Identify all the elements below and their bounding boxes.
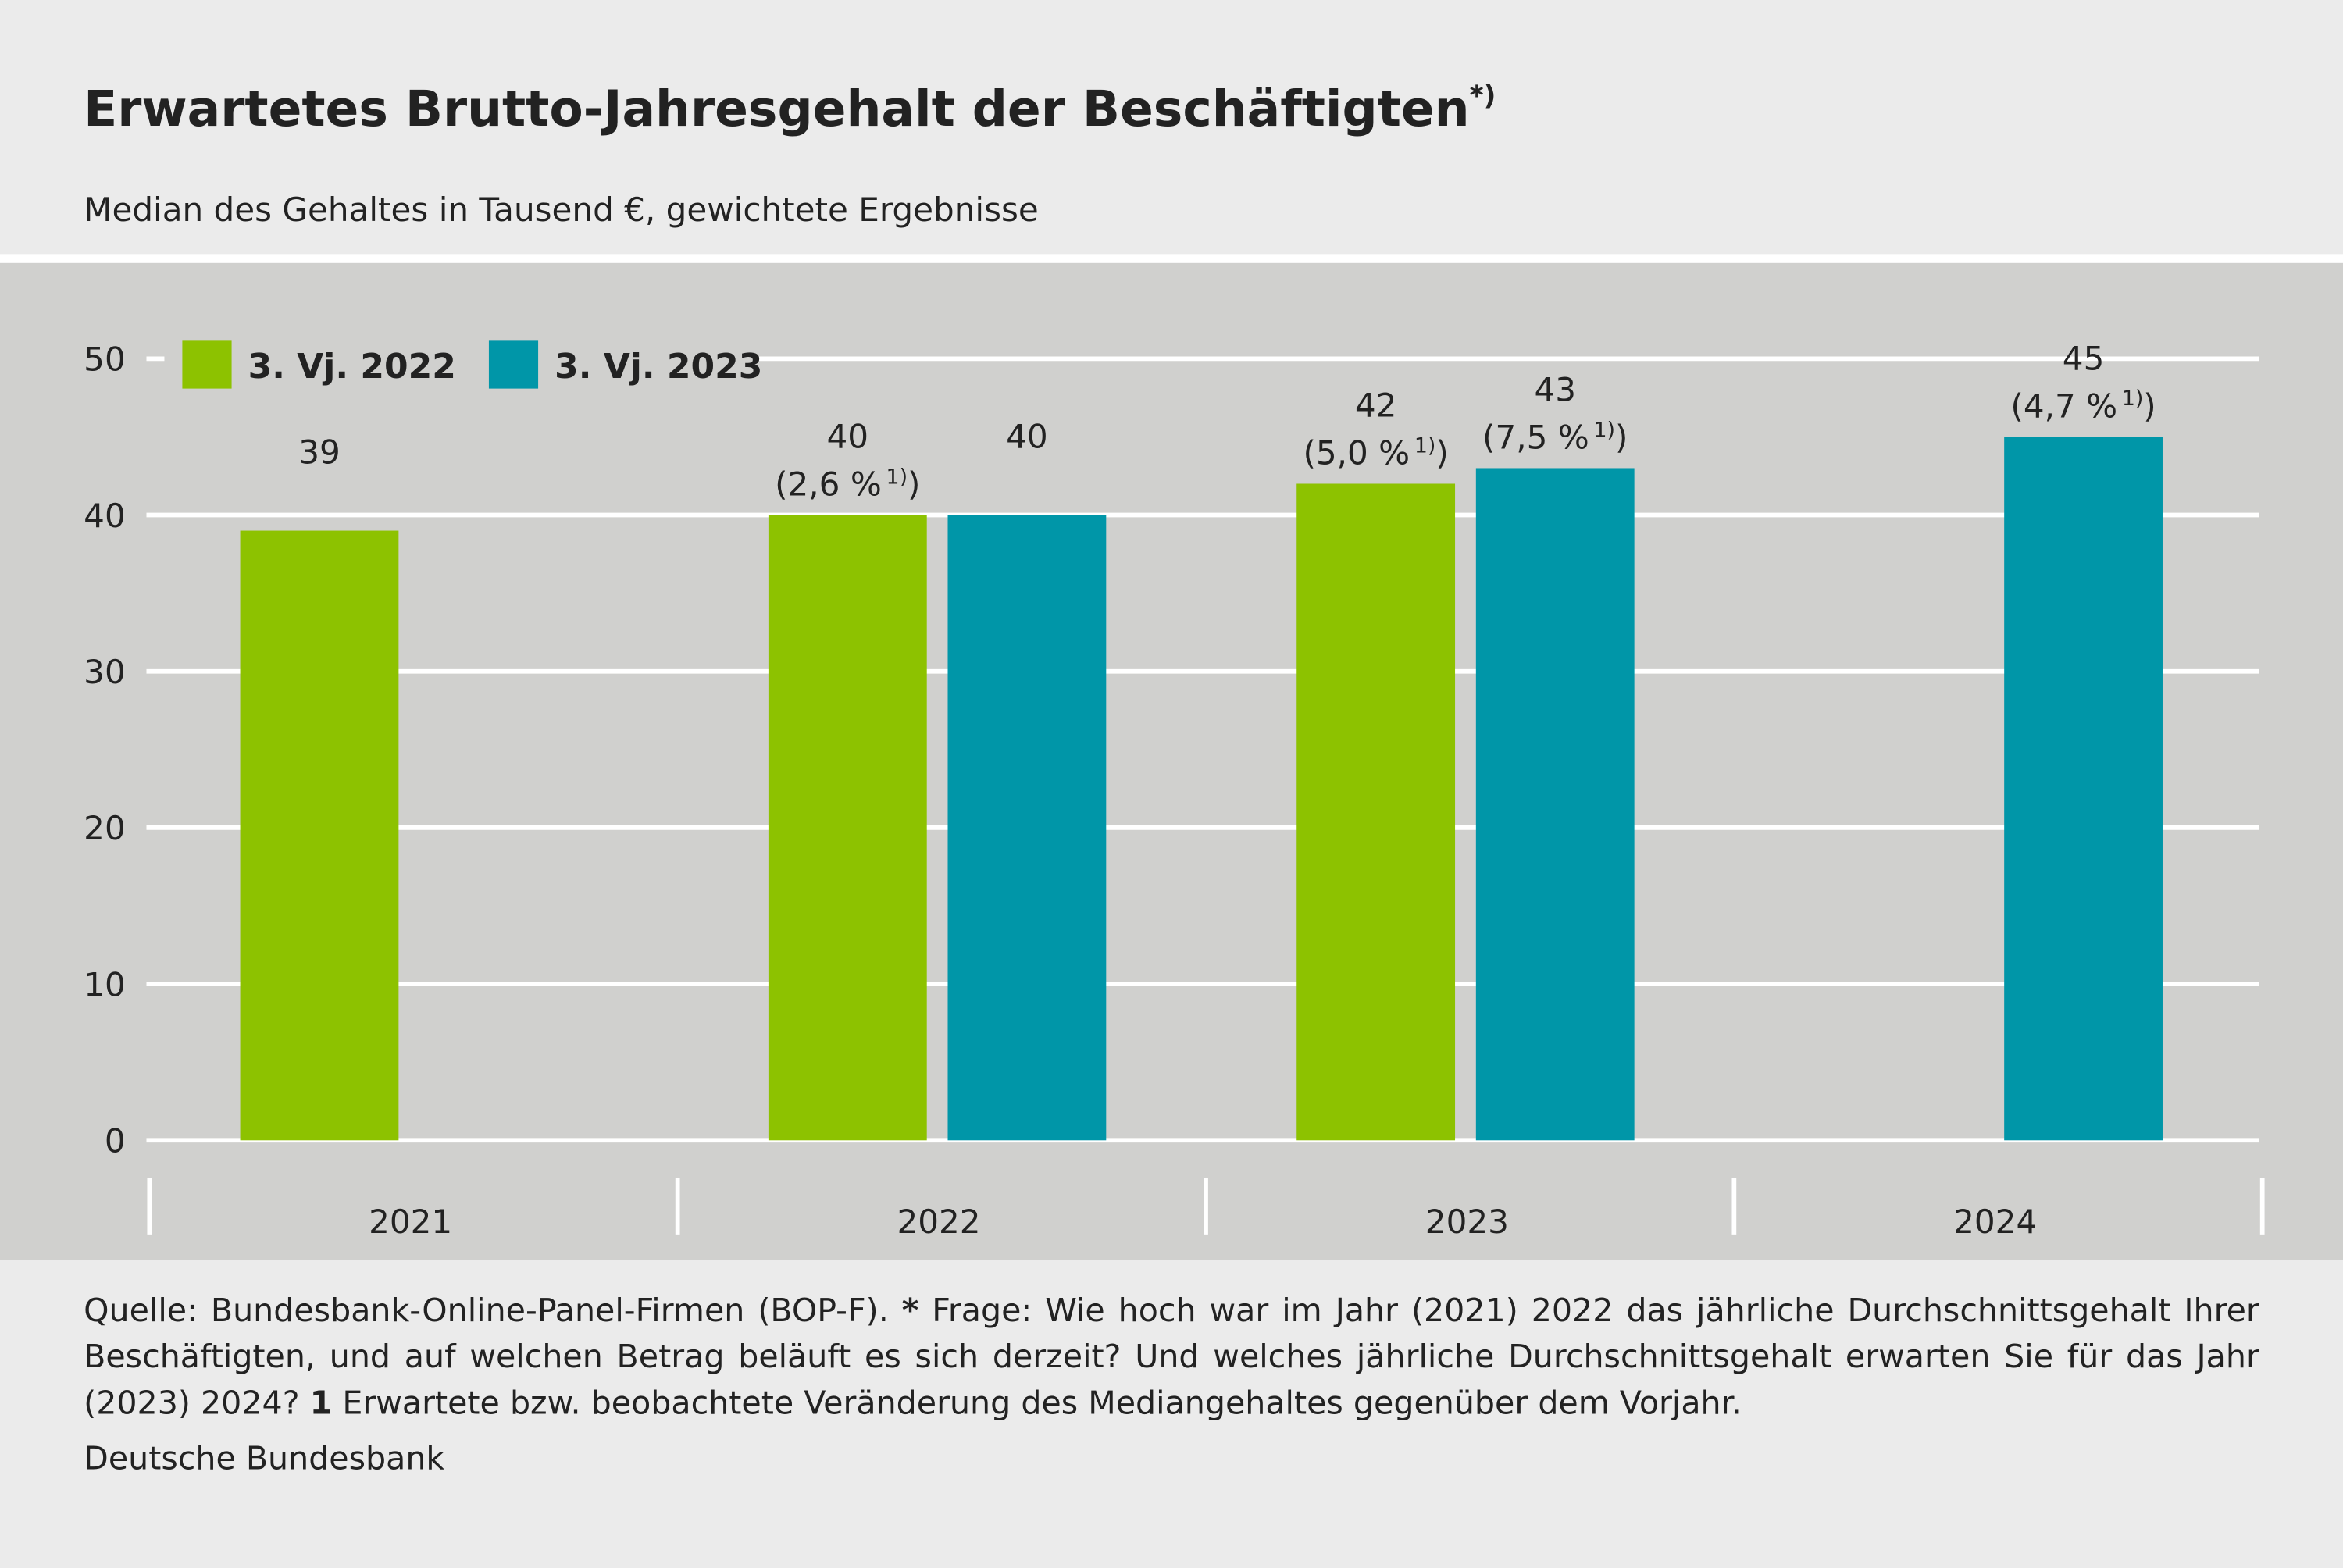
value-label: 40 xyxy=(827,417,869,455)
x-tick-label: 2024 xyxy=(1953,1203,2037,1241)
change-note: 1) xyxy=(886,465,908,489)
separator xyxy=(0,254,2343,263)
footnote: Quelle: Bundesbank-Online-Panel-Firmen (… xyxy=(84,1288,2259,1427)
legend-background xyxy=(164,329,757,404)
value-label: 39 xyxy=(298,433,341,471)
legend-label: 3. Vj. 2022 xyxy=(248,347,456,387)
y-tick-label: 10 xyxy=(84,965,126,1003)
change-label: (2,6 % 1)) xyxy=(775,465,920,503)
change-close: ) xyxy=(2143,387,2156,426)
change-close: ) xyxy=(908,465,920,504)
change-note: 1) xyxy=(1414,433,1435,458)
y-tick-label: 30 xyxy=(84,653,126,691)
value-label: 45 xyxy=(2063,339,2105,377)
footnote-part: * xyxy=(901,1292,919,1331)
footnote-part: Quelle: Bundesbank-Online-Panel-Firmen (… xyxy=(84,1292,902,1331)
change-close: ) xyxy=(1615,419,1628,457)
footnote-part: Frage: Wie hoch war im Jahr (2021) 2022 … xyxy=(84,1292,2259,1424)
change-label: (4,7 % 1)) xyxy=(2010,387,2156,425)
credit: Deutsche Bundesbank xyxy=(84,1440,445,1478)
change-value: (2,6 % xyxy=(775,465,882,504)
value-label: 42 xyxy=(1355,386,1397,424)
change-value: (4,7 % xyxy=(2010,387,2117,426)
value-label: 43 xyxy=(1534,370,1576,408)
y-tick-label: 20 xyxy=(84,809,126,847)
bar xyxy=(1296,483,1456,1141)
change-label: (5,0 % 1)) xyxy=(1303,433,1448,472)
footnote-part: 1 xyxy=(309,1385,333,1424)
change-note: 1) xyxy=(2122,387,2143,411)
y-tick-label: 40 xyxy=(84,497,126,535)
bar xyxy=(947,515,1107,1141)
y-tick-label: 0 xyxy=(105,1122,126,1160)
bar xyxy=(1475,468,1635,1141)
x-tick-label: 2022 xyxy=(897,1203,980,1241)
change-note: 1) xyxy=(1593,418,1614,442)
change-value: (5,0 % xyxy=(1303,434,1410,472)
change-label: (7,5 % 1)) xyxy=(1482,418,1628,456)
bar xyxy=(768,515,927,1141)
legend-label: 3. Vj. 2023 xyxy=(555,347,762,387)
bar xyxy=(240,530,399,1141)
footnote-part: Erwartete bzw. beobachtete Veränderung d… xyxy=(332,1385,1742,1424)
legend-swatch xyxy=(488,340,539,389)
x-tick-label: 2023 xyxy=(1425,1203,1509,1241)
legend-swatch xyxy=(182,340,232,389)
change-value: (7,5 % xyxy=(1482,419,1589,457)
chart-subtitle: Median des Gehaltes in Tausend €, gewich… xyxy=(84,191,1039,229)
x-tick-label: 2021 xyxy=(369,1203,452,1241)
bar xyxy=(2004,437,2163,1141)
chart-title: Erwartetes Brutto-Jahresgehalt der Besch… xyxy=(84,80,1496,137)
y-tick-label: 50 xyxy=(84,340,126,379)
change-close: ) xyxy=(1435,434,1448,472)
value-label: 40 xyxy=(1006,417,1048,455)
